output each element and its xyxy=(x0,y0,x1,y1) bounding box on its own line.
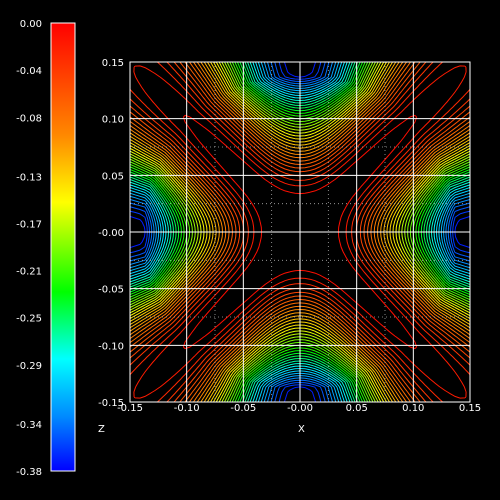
contour-line xyxy=(130,62,470,402)
colorbar-tick-labels: 0.00 -0.04 -0.08 -0.13 -0.17 -0.21 -0.25 -0.29 -… xyxy=(16,19,42,478)
plot-frame xyxy=(129,61,471,403)
plot-grid xyxy=(130,62,470,402)
contour-line xyxy=(130,62,470,402)
x-tick-label: -0.10 xyxy=(174,403,200,414)
contour-line xyxy=(130,62,470,402)
contour-line xyxy=(130,62,470,402)
x-tick-label: 0.15 xyxy=(459,403,481,414)
y-tick-labels: 0.15 0.10 0.05 -0.00 -0.05 -0.10 -0.15 xyxy=(98,58,124,409)
contour-line xyxy=(130,62,470,402)
colorbar-tick-label: -0.34 xyxy=(16,420,42,431)
x-tick-label: 0.05 xyxy=(346,403,368,414)
colorbar-tick-label: -0.38 xyxy=(16,467,42,478)
contour-line xyxy=(182,114,418,350)
y-tick-label: 0.10 xyxy=(102,115,124,126)
y-tick-label: -0.15 xyxy=(98,398,124,409)
contour-line xyxy=(130,62,470,402)
y-tick-label: 0.05 xyxy=(102,171,124,182)
contour-line xyxy=(130,62,470,402)
colorbar-tick-label: -0.29 xyxy=(16,361,42,372)
contour-line xyxy=(130,62,470,402)
x-tick-label: -0.05 xyxy=(230,403,256,414)
colorbar-tick-label: -0.04 xyxy=(16,66,42,77)
y-tick-label: -0.10 xyxy=(98,341,124,352)
contour-line xyxy=(133,65,467,399)
contour-line xyxy=(130,62,470,402)
contour-line xyxy=(130,62,470,402)
colorbar-tick-label: 0.00 xyxy=(20,19,42,30)
y-tick-label: -0.05 xyxy=(98,285,124,296)
y-tick-label: -0.00 xyxy=(98,228,124,239)
y-tick-label: 0.15 xyxy=(102,58,124,69)
x-tick-labels: -0.15 -0.10 -0.05 -0.00 0.05 0.10 0.15 xyxy=(117,403,481,414)
colorbar xyxy=(50,22,76,472)
contour-line xyxy=(130,62,470,402)
contour-line xyxy=(130,62,470,402)
colorbar-tick-label: -0.17 xyxy=(16,219,42,230)
colorbar-tick-label: -0.13 xyxy=(16,172,42,183)
x-tick-label: 0.10 xyxy=(402,403,424,414)
contour-line xyxy=(130,62,470,402)
x-axis-label: X xyxy=(298,424,305,435)
contour-line xyxy=(130,62,470,402)
contour-line xyxy=(130,62,470,402)
contour-line xyxy=(130,62,470,402)
contour-line xyxy=(130,62,470,402)
contour-line xyxy=(130,62,470,402)
colorbar-tick-label: -0.08 xyxy=(16,113,42,124)
colorbar-tick-label: -0.25 xyxy=(16,314,42,325)
colorbar-tick-label: -0.21 xyxy=(16,267,42,278)
contour-line xyxy=(130,62,470,402)
contour-line xyxy=(130,62,470,402)
contour-line xyxy=(130,62,470,402)
x-tick-label: -0.15 xyxy=(117,403,143,414)
contour-line xyxy=(130,62,470,402)
contour-line xyxy=(130,62,470,402)
z-axis-label: Z xyxy=(98,424,105,435)
contour-line xyxy=(130,62,470,402)
contour-line xyxy=(130,62,470,402)
x-tick-label: -0.00 xyxy=(287,403,313,414)
